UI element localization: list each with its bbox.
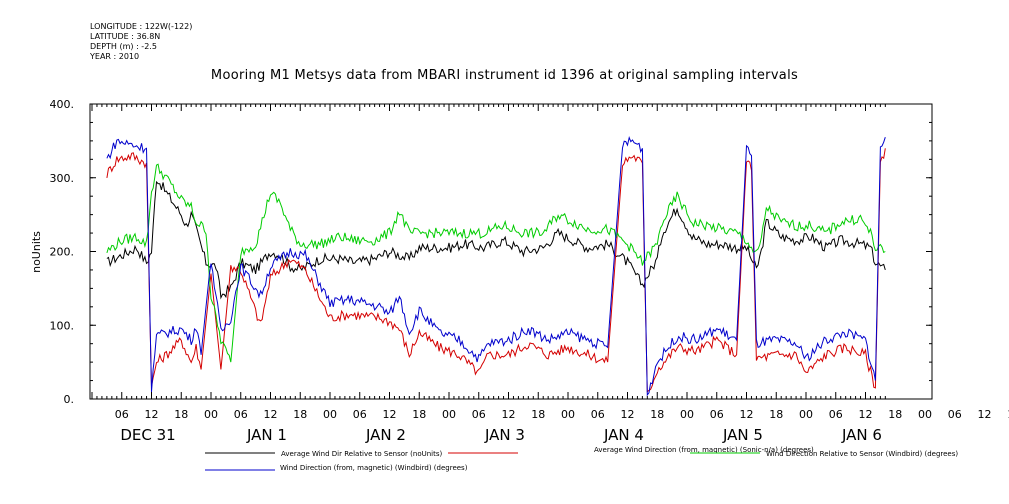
legend-label: Wind Direction (from, magnetic) (Windbir… — [280, 464, 468, 472]
x-hour-label: 06 — [353, 408, 367, 421]
x-axis: 06 12 18 00 06 12 18 00 06 12 18 00 06 12 18 00 06 12 18 00… — [91, 104, 1009, 444]
x-hour-label: 18 — [293, 408, 307, 421]
x-hour-label: 18 — [1007, 408, 1009, 421]
x-hour-label: 12 — [621, 408, 635, 421]
chart-title: Mooring M1 Metsys data from MBARI instru… — [210, 68, 799, 83]
x-day-label: JAN 2 — [365, 426, 406, 444]
meta-year: YEAR : 2010 — [90, 52, 140, 61]
x-hour-label: 18 — [769, 408, 783, 421]
meta-longitude: LONGITUDE : 122W(-122) — [90, 22, 193, 31]
legend-label: Average Wind Direction (from, magnetic) … — [594, 446, 814, 454]
x-hour-label: 00 — [561, 408, 575, 421]
x-hour-label: 00 — [204, 408, 218, 421]
x-hour-label: 12 — [502, 408, 516, 421]
x-hour-label: 00 — [323, 408, 337, 421]
y-tick-label: 300. — [50, 172, 75, 185]
series-line — [106, 136, 886, 397]
x-day-label: JAN 6 — [841, 426, 882, 444]
series-line — [106, 180, 886, 300]
y-tick-label: 0. — [64, 393, 75, 406]
x-hour-label: 06 — [591, 408, 605, 421]
x-hour-label: 00 — [680, 408, 694, 421]
x-day-label: DEC 31 — [120, 426, 175, 444]
x-hour-label: 18 — [888, 408, 902, 421]
x-hour-label: 06 — [829, 408, 843, 421]
x-hour-label: 06 — [234, 408, 248, 421]
x-hour-label: 06 — [115, 408, 129, 421]
x-day-label: JAN 4 — [603, 426, 644, 444]
y-axis-label: noUnits — [30, 231, 43, 273]
x-hour-label: 12 — [145, 408, 159, 421]
y-tick-label: 100. — [50, 319, 75, 332]
x-hour-label: 18 — [650, 408, 664, 421]
x-hour-label: 18 — [412, 408, 426, 421]
x-hour-label: 12 — [740, 408, 754, 421]
x-hour-label: 12 — [978, 408, 992, 421]
plot-lines — [106, 136, 886, 397]
legend: Average Wind Dir Relative to Sensor (noU… — [205, 446, 958, 472]
y-axis: 0. 100. 200. 300. 400. — [50, 98, 932, 406]
x-hour-label: 00 — [918, 408, 932, 421]
legend-label: Average Wind Dir Relative to Sensor (noU… — [281, 450, 442, 458]
meta-depth: DEPTH (m) : -2.5 — [90, 42, 157, 51]
y-tick-label: 200. — [50, 246, 75, 259]
x-hour-label: 18 — [174, 408, 188, 421]
x-hour-label: 12 — [383, 408, 397, 421]
x-day-label: JAN 1 — [246, 426, 287, 444]
x-hour-label: 12 — [859, 408, 873, 421]
x-hour-label: 00 — [799, 408, 813, 421]
series-line — [106, 148, 886, 393]
x-day-label: JAN 5 — [722, 426, 763, 444]
x-hour-label: 06 — [710, 408, 724, 421]
meta-latitude: LATITUDE : 36.8N — [90, 32, 161, 41]
legend-label: Wind Direction Relative to Sensor (Windb… — [766, 450, 958, 458]
x-hour-label: 12 — [264, 408, 278, 421]
series-line — [106, 163, 886, 363]
x-day-label: JAN 3 — [484, 426, 525, 444]
x-hour-label: 00 — [442, 408, 456, 421]
metadata-block: LONGITUDE : 122W(-122) LATITUDE : 36.8N … — [90, 22, 192, 62]
x-hour-label: 06 — [948, 408, 962, 421]
x-hour-label: 06 — [472, 408, 486, 421]
y-tick-label: 400. — [50, 98, 75, 111]
x-hour-label: 18 — [531, 408, 545, 421]
